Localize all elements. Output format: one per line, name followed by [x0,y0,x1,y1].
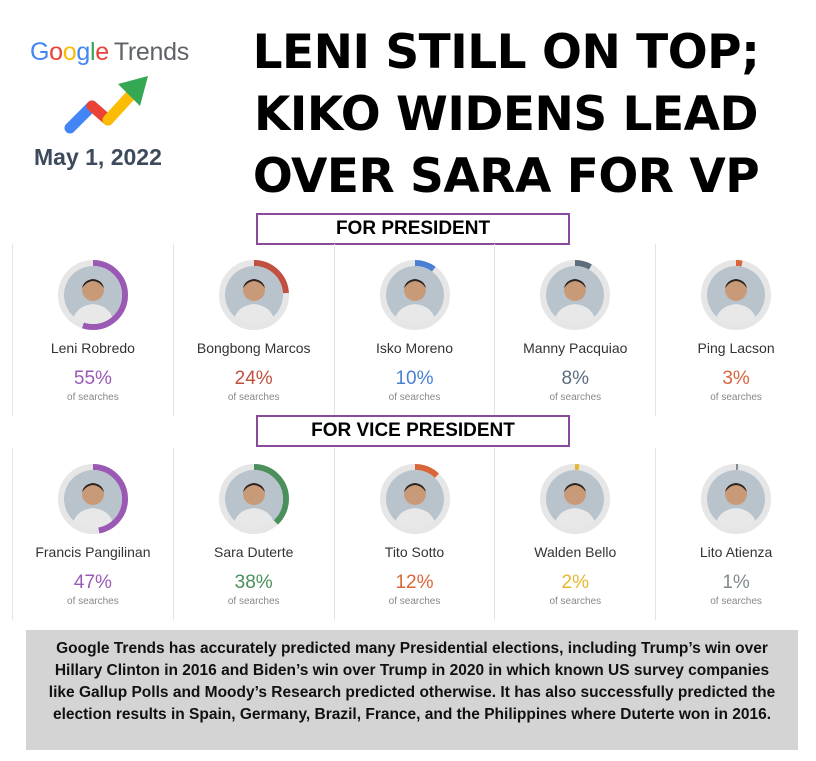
candidate-card: Walden Bello 2% of searches [494,448,655,620]
candidate-card: Francis Pangilinan 47% of searches [12,448,173,620]
candidate-card: Bongbong Marcos 24% of searches [172,244,334,416]
share-ring [379,260,450,330]
search-share: 24% [234,368,273,389]
vice-president-row: Francis Pangilinan 47% of searches Sara Dut… [12,448,816,620]
share-ring [540,464,611,534]
candidate-photo [385,266,444,324]
section-title-vice-president: FOR VICE PRESIDENT [256,415,570,447]
share-ring [218,260,289,330]
share-caption: of searches [710,392,762,403]
candidate-card: Ping Lacson 3% of searches [655,244,816,416]
share-caption: of searches [67,392,119,403]
candidate-name: Manny Pacquiao [523,340,628,356]
ring-arc [218,464,289,534]
search-share: 38% [234,572,273,593]
candidate-photo [707,266,766,324]
report-date: May 1, 2022 [34,144,162,170]
search-share: 1% [722,572,750,593]
candidate-card: Isko Moreno 10% of searches [333,244,495,416]
logo-wordmark: Google Trends [30,38,189,67]
candidate-name: Francis Pangilinan [35,544,151,560]
candidate-card: Lito Atienza 1% of searches [655,448,816,620]
search-share: 47% [73,572,112,593]
search-share: 8% [561,368,590,389]
candidate-name: Sara Duterte [214,544,294,560]
candidate-photo [546,470,605,528]
share-caption: of searches [227,392,280,403]
ring-arc [58,260,128,330]
search-share: 12% [395,572,434,593]
ring-arc [218,260,289,330]
candidate-photo [546,266,605,324]
headline: LENI STILL ON TOP; KIKO WIDENS LEAD OVER… [252,25,760,204]
logo-trends-word: Trends [113,38,189,66]
share-caption: of searches [549,392,602,403]
share-caption: of searches [67,596,119,607]
logo-letter: o [62,38,77,66]
share-caption: of searches [227,596,280,607]
logo-letter: G [30,38,50,66]
share-caption: of searches [388,596,441,607]
trend-arrow-icon [64,76,148,134]
share-ring [701,464,772,534]
search-share: 55% [73,368,112,389]
candidate-name: Walden Bello [534,544,617,560]
candidate-photo [707,470,766,528]
logo-letter: o [49,38,63,66]
share-ring [379,464,450,534]
share-caption: of searches [388,392,441,403]
share-caption: of searches [549,596,602,607]
search-share: 2% [561,572,590,593]
candidate-photo [385,470,444,528]
share-ring [58,464,128,534]
ring-arc [379,464,450,534]
candidate-photo [64,266,122,324]
ring-arc [540,260,611,330]
logo-letter: l [89,38,96,66]
google-trends-logo: Google Trends [28,38,193,138]
ring-arc [58,464,128,534]
candidate-name: Lito Atienza [699,544,773,560]
ring-arc [379,260,450,330]
logo-letter: e [95,38,109,66]
share-ring [701,260,772,330]
candidate-name: Tito Sotto [384,544,445,560]
candidate-name: Leni Robredo [50,340,135,356]
candidate-photo [224,470,283,528]
candidate-card: Tito Sotto 12% of searches [333,448,495,620]
share-ring [540,260,611,330]
candidate-photo [224,266,283,324]
candidate-name: Isko Moreno [375,340,454,356]
logo-letter: g [76,38,90,66]
candidate-card: Sara Duterte 38% of searches [172,448,334,620]
ring-arc [701,464,772,534]
share-ring [58,260,128,330]
ring-arc [540,464,611,534]
candidate-card: Manny Pacquiao 8% of searches [494,244,655,416]
section-title-president: FOR PRESIDENT [256,213,570,245]
share-caption: of searches [710,596,762,607]
candidate-name: Bongbong Marcos [196,340,311,356]
search-share: 3% [722,368,750,389]
president-row: Leni Robredo 55% of searches Bongbong Marco… [12,244,816,416]
share-ring [218,464,289,534]
search-share: 10% [395,368,434,389]
ring-arc [701,260,772,330]
candidate-card: Leni Robredo 55% of searches [12,244,173,416]
candidate-name: Ping Lacson [697,340,775,356]
footer-note: Google Trends has accurately predicted m… [26,630,798,750]
candidate-photo [64,470,122,528]
